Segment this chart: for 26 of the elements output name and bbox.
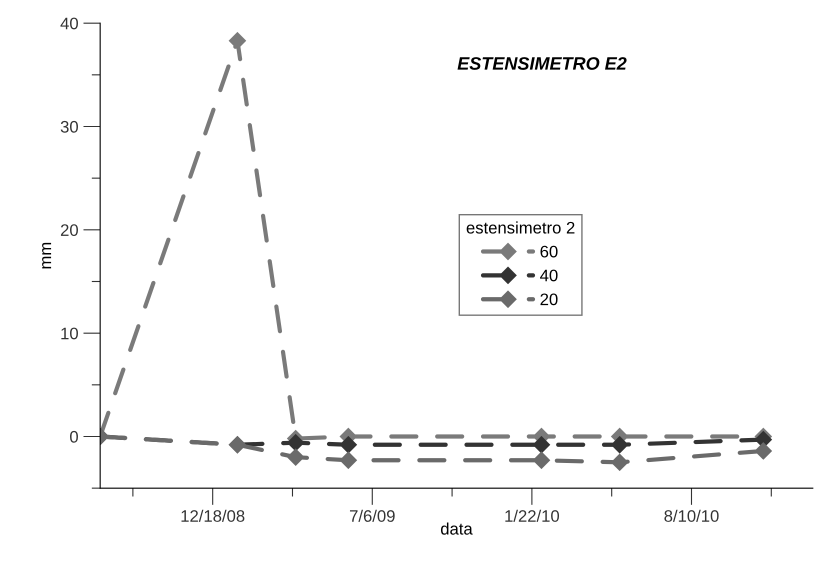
legend-label: 60 — [540, 246, 558, 258]
y-tick-label: 20 — [60, 224, 78, 236]
point — [611, 436, 628, 454]
y-tick-label: 10 — [61, 328, 78, 340]
point — [340, 436, 357, 454]
point — [533, 452, 550, 469]
point — [755, 442, 772, 460]
point — [287, 448, 304, 466]
point — [533, 436, 550, 454]
point — [287, 434, 304, 451]
legend-title: estensimetro 2 — [466, 221, 574, 234]
y-tick-label: 40 — [60, 18, 78, 30]
text: ESTENSIMETRO E2 — [458, 57, 627, 70]
point — [340, 452, 357, 469]
legend-label: 40 — [540, 270, 558, 282]
x-tick-label: 8/10/10 — [664, 510, 719, 522]
legend-label: 20 — [540, 293, 558, 306]
point — [229, 32, 246, 49]
x-tick-label: 1/22/10 — [505, 510, 560, 522]
x-axis-title: data — [440, 522, 473, 535]
y-axis-title: mm — [42, 242, 52, 268]
point — [611, 454, 628, 471]
y-tick-label: 30 — [60, 120, 78, 133]
x-tick-label: 7/6/09 — [350, 510, 395, 522]
x-tick-label: 12/18/08 — [182, 510, 244, 522]
y-tick-label: 0 — [70, 430, 78, 443]
